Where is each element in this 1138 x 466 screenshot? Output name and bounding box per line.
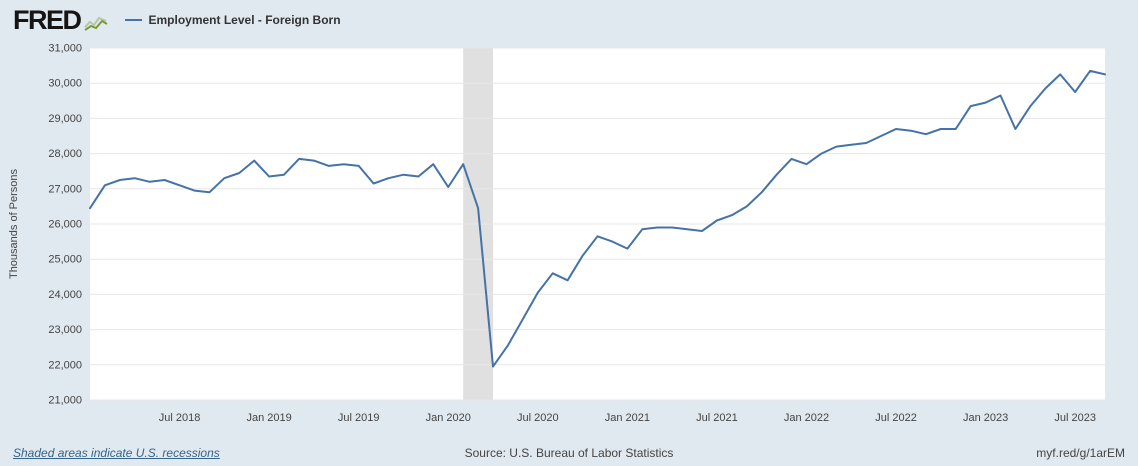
- fred-logo-text: FRED: [13, 4, 82, 35]
- x-tick-label: Jul 2022: [875, 412, 917, 424]
- fred-logo[interactable]: FRED: [13, 4, 108, 35]
- x-tick-label: Jan 2020: [426, 412, 471, 424]
- y-tick-label: 29,000: [48, 113, 82, 125]
- y-tick-label: 26,000: [48, 219, 82, 231]
- x-tick-label: Jul 2020: [517, 412, 559, 424]
- x-tick-label: Jul 2021: [696, 412, 738, 424]
- x-tick-label: Jul 2019: [338, 412, 380, 424]
- source-link[interactable]: Source: U.S. Bureau of Labor Statistics: [464, 446, 674, 460]
- series-legend[interactable]: Employment Level - Foreign Born: [124, 13, 341, 27]
- x-tick-label: Jan 2021: [605, 412, 650, 424]
- x-tick-label: Jul 2018: [159, 412, 201, 424]
- y-tick-label: 24,000: [48, 289, 82, 301]
- chart-plot-area[interactable]: 21,000 22,000 23,000 24,000 25,000 26,000 27,0…: [0, 40, 1138, 440]
- permalink-text[interactable]: myf.red/g/1arEM: [1036, 446, 1125, 460]
- x-tick-label: Jan 2023: [963, 412, 1008, 424]
- header: FRED Employment Level - Foreign Born: [0, 0, 1138, 40]
- footer: Shaded areas indicate U.S. recessions So…: [0, 440, 1138, 466]
- legend-swatch: [124, 19, 142, 21]
- y-tick-label: 23,000: [48, 324, 82, 336]
- y-tick-label: 31,000: [48, 43, 82, 55]
- y-axis-title: Thousands of Persons: [8, 168, 20, 279]
- y-tick-label: 30,000: [48, 78, 82, 90]
- y-tick-label: 25,000: [48, 254, 82, 266]
- x-tick-label: Jan 2019: [246, 412, 291, 424]
- recession-note-link[interactable]: Shaded areas indicate U.S. recessions: [13, 446, 220, 460]
- y-tick-label: 22,000: [48, 359, 82, 371]
- y-tick-label: 21,000: [48, 395, 82, 407]
- x-tick-label: Jan 2022: [784, 412, 829, 424]
- chart: 21,000 22,000 23,000 24,000 25,000 26,000 27,0…: [0, 40, 1138, 440]
- y-tick-label: 27,000: [48, 183, 82, 195]
- legend-label: Employment Level - Foreign Born: [148, 13, 341, 27]
- series-line[interactable]: [89, 69, 1106, 368]
- y-tick-label: 28,000: [48, 148, 82, 160]
- fred-logo-chart-icon: [83, 16, 108, 31]
- x-tick-label: Jul 2023: [1054, 412, 1096, 424]
